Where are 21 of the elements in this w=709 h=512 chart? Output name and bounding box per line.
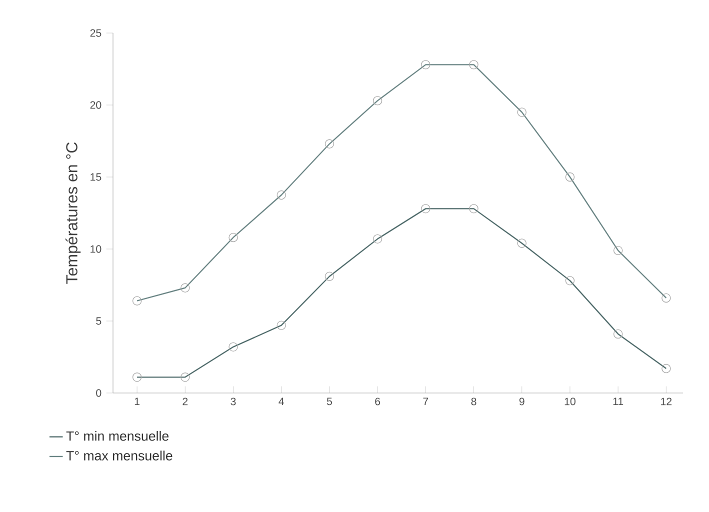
x-tick-label: 9	[519, 398, 524, 406]
y-tick-label: 15	[90, 173, 102, 181]
y-tick-label: 25	[90, 29, 102, 37]
legend-label: T° min mensuelle	[66, 431, 169, 441]
x-tick-label: 8	[471, 398, 476, 406]
x-tick-label: 10	[564, 398, 576, 406]
y-tick-label: 5	[96, 317, 102, 325]
y-tick-label: 10	[90, 245, 102, 253]
x-tick-label: 1	[134, 398, 140, 406]
y-tick-label: 0	[96, 389, 102, 397]
x-tick-label: 7	[423, 398, 428, 406]
y-tick-label: 20	[90, 101, 102, 109]
x-tick-label: 5	[326, 398, 332, 406]
x-tick-label: 3	[230, 398, 236, 406]
legend-label: T° max mensuelle	[66, 450, 172, 460]
x-tick-label: 12	[661, 398, 672, 406]
x-tick-label: 6	[375, 398, 380, 406]
x-tick-label: 11	[613, 398, 624, 406]
x-tick-label: 2	[182, 398, 188, 406]
y-axis-title: Températures en °C	[66, 142, 81, 284]
x-tick-label: 4	[278, 398, 284, 406]
